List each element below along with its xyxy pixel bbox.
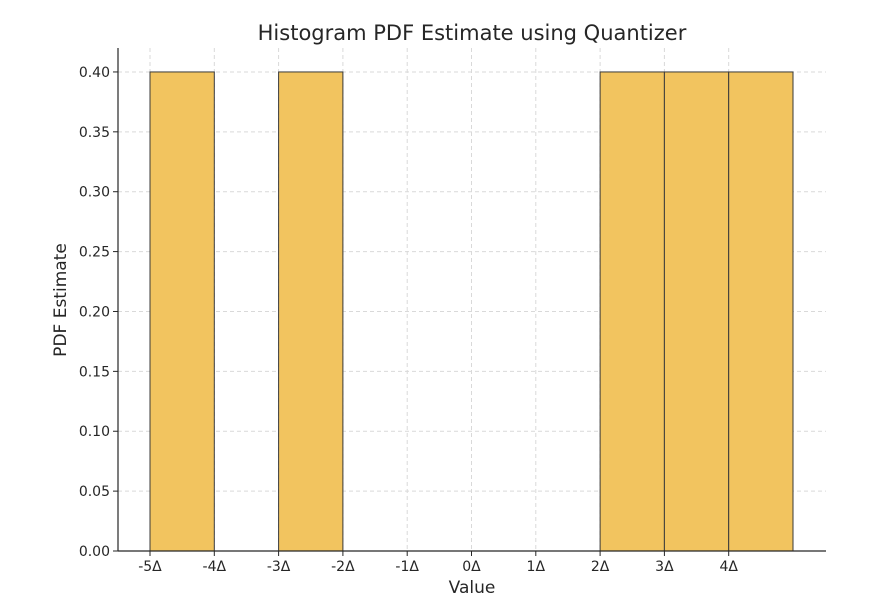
- x-tick-label: 2Δ: [591, 559, 610, 575]
- x-ticks: -5Δ -4Δ -3Δ -2Δ -1Δ 0Δ 1Δ 2Δ 3Δ 4Δ: [138, 551, 738, 575]
- x-tick-label: -1Δ: [395, 559, 419, 575]
- x-tick-label: 3Δ: [655, 559, 674, 575]
- y-tick-label: 0.35: [79, 125, 110, 141]
- x-tick-label: -2Δ: [331, 559, 355, 575]
- y-tick-label: 0.05: [79, 484, 110, 500]
- y-tick-label: 0.00: [79, 544, 110, 560]
- x-tick-label: -5Δ: [138, 559, 162, 575]
- y-tick-label: 0.10: [79, 424, 110, 440]
- histogram-bar: [149, 71, 215, 552]
- chart-title: Histogram PDF Estimate using Quantizer: [258, 21, 687, 45]
- x-tick-label: 4Δ: [719, 559, 738, 575]
- histogram-bar: [663, 71, 730, 552]
- histogram-bar: [728, 71, 794, 552]
- histogram-bar: [278, 71, 344, 552]
- y-ticks: 0.00 0.05 0.10 0.15 0.20 0.25 0.30 0.35 0.40: [79, 65, 118, 560]
- bars: [149, 71, 794, 552]
- y-axis-label: PDF Estimate: [51, 243, 71, 357]
- x-axis-label: Value: [449, 578, 496, 598]
- y-tick-label: 0.20: [79, 304, 110, 320]
- y-tick-label: 0.40: [79, 65, 110, 81]
- x-tick-label: 1Δ: [527, 559, 546, 575]
- y-tick-label: 0.15: [79, 364, 110, 380]
- y-tick-label: 0.25: [79, 245, 110, 261]
- histogram-bar: [599, 71, 665, 552]
- y-tick-label: 0.30: [79, 185, 110, 201]
- x-tick-label: -3Δ: [267, 559, 291, 575]
- x-tick-label: -4Δ: [203, 559, 227, 575]
- x-tick-label: 0Δ: [462, 559, 481, 575]
